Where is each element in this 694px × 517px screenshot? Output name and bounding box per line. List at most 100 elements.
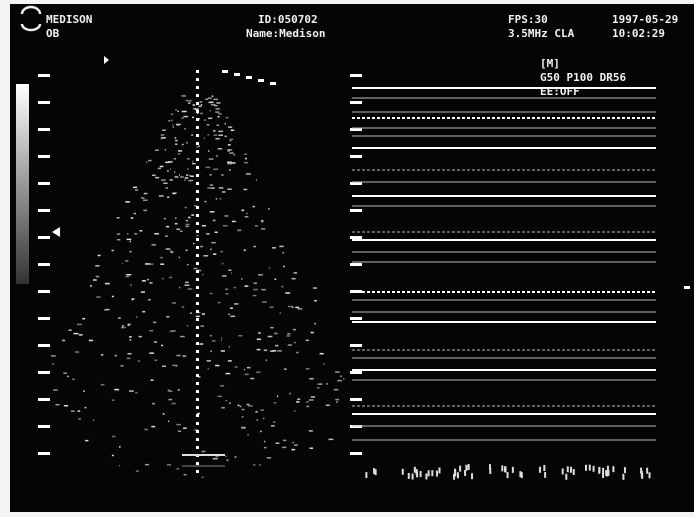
speckle — [225, 456, 226, 458]
m-line-dot — [196, 182, 199, 185]
speckle — [101, 384, 105, 386]
m-line-dot — [196, 222, 199, 225]
speckle — [151, 379, 154, 381]
speckle — [136, 470, 139, 472]
m-mode-dash — [598, 468, 600, 474]
depth-tick — [350, 398, 362, 401]
speckle — [210, 174, 212, 176]
speckle — [283, 266, 285, 268]
m-line-dot — [196, 86, 199, 89]
m-mode-dash — [602, 468, 604, 474]
speckle — [112, 436, 115, 438]
speckle — [161, 179, 166, 181]
speckle — [258, 274, 263, 276]
speckle — [63, 372, 67, 374]
speckle — [172, 193, 175, 195]
speckle — [285, 292, 290, 294]
speckle — [266, 359, 268, 361]
speckle — [72, 379, 74, 381]
speckle — [264, 447, 267, 449]
speckle — [185, 282, 189, 284]
speckle — [131, 217, 134, 219]
speckle — [237, 230, 241, 232]
speckle — [294, 272, 297, 274]
speckle — [118, 317, 121, 319]
speckle — [175, 143, 177, 145]
speckle — [146, 161, 147, 163]
speckle — [199, 343, 203, 345]
m-mode-dash — [640, 468, 642, 474]
speckle — [125, 201, 130, 203]
m-mode-dash — [567, 466, 569, 472]
m-mode-dash — [573, 469, 575, 475]
m-mode-dash — [436, 471, 438, 477]
speckle — [213, 220, 216, 222]
speckle — [126, 276, 130, 278]
m-mode-dash — [612, 466, 614, 472]
m-line-dot — [196, 430, 199, 433]
speckle — [306, 401, 309, 403]
speckle — [247, 367, 250, 369]
speckle — [211, 101, 212, 103]
speckle — [291, 449, 295, 451]
m-line-dot — [196, 142, 199, 145]
speckle — [227, 188, 231, 190]
speckle — [192, 117, 194, 119]
depth-tick — [38, 371, 50, 374]
speckle — [275, 279, 277, 281]
speckle — [223, 225, 228, 227]
speckle — [213, 130, 215, 132]
speckle — [139, 336, 142, 338]
speckle — [210, 110, 211, 112]
m-mode-dash — [373, 468, 375, 474]
m-mode-dash — [438, 467, 440, 473]
speckle — [296, 352, 298, 354]
speckle — [186, 174, 188, 176]
m-mode-dash — [365, 472, 367, 478]
m-line-dot — [196, 350, 199, 353]
speckle — [166, 226, 169, 228]
speckle — [220, 198, 222, 200]
m-mode-dash — [402, 469, 404, 475]
m-line-dot — [196, 398, 199, 401]
speckle — [215, 232, 218, 234]
speckle — [269, 267, 270, 269]
focus-dot — [258, 79, 264, 82]
depth-tick — [350, 155, 362, 158]
speckle — [162, 129, 165, 131]
m-mode-dash — [562, 468, 564, 474]
depth-tick — [38, 101, 50, 104]
speckle — [121, 365, 124, 367]
page: MEDISON OB ID:050702 Name:Medison FPS:30… — [0, 0, 694, 517]
m-line-dot — [196, 262, 199, 265]
m-line-dot — [196, 414, 199, 417]
speckle — [145, 263, 150, 265]
speckle — [210, 293, 213, 295]
speckle — [233, 154, 235, 156]
speckle — [225, 123, 226, 125]
speckle — [204, 201, 206, 203]
speckle — [127, 233, 128, 235]
speckle — [314, 300, 317, 302]
speckle — [244, 369, 245, 371]
m-line-dot — [196, 70, 199, 73]
depth-tick — [38, 317, 50, 320]
speckle — [143, 210, 147, 212]
speckle — [220, 385, 224, 387]
speckle — [179, 287, 180, 289]
m-line-dot — [196, 94, 199, 97]
speckle — [287, 333, 290, 335]
speckle — [122, 325, 124, 327]
speckle — [151, 244, 156, 246]
speckle — [177, 111, 179, 113]
m-mode-dash — [519, 471, 521, 477]
speckle — [71, 410, 75, 412]
speckle — [328, 439, 333, 441]
speckle — [296, 401, 300, 403]
speckle — [202, 313, 205, 315]
ultrasound-screen: MEDISON OB ID:050702 Name:Medison FPS:30… — [0, 0, 694, 517]
speckle — [177, 124, 179, 126]
speckle — [175, 365, 177, 367]
speckle — [273, 421, 276, 423]
m-mode-dash — [507, 472, 509, 478]
